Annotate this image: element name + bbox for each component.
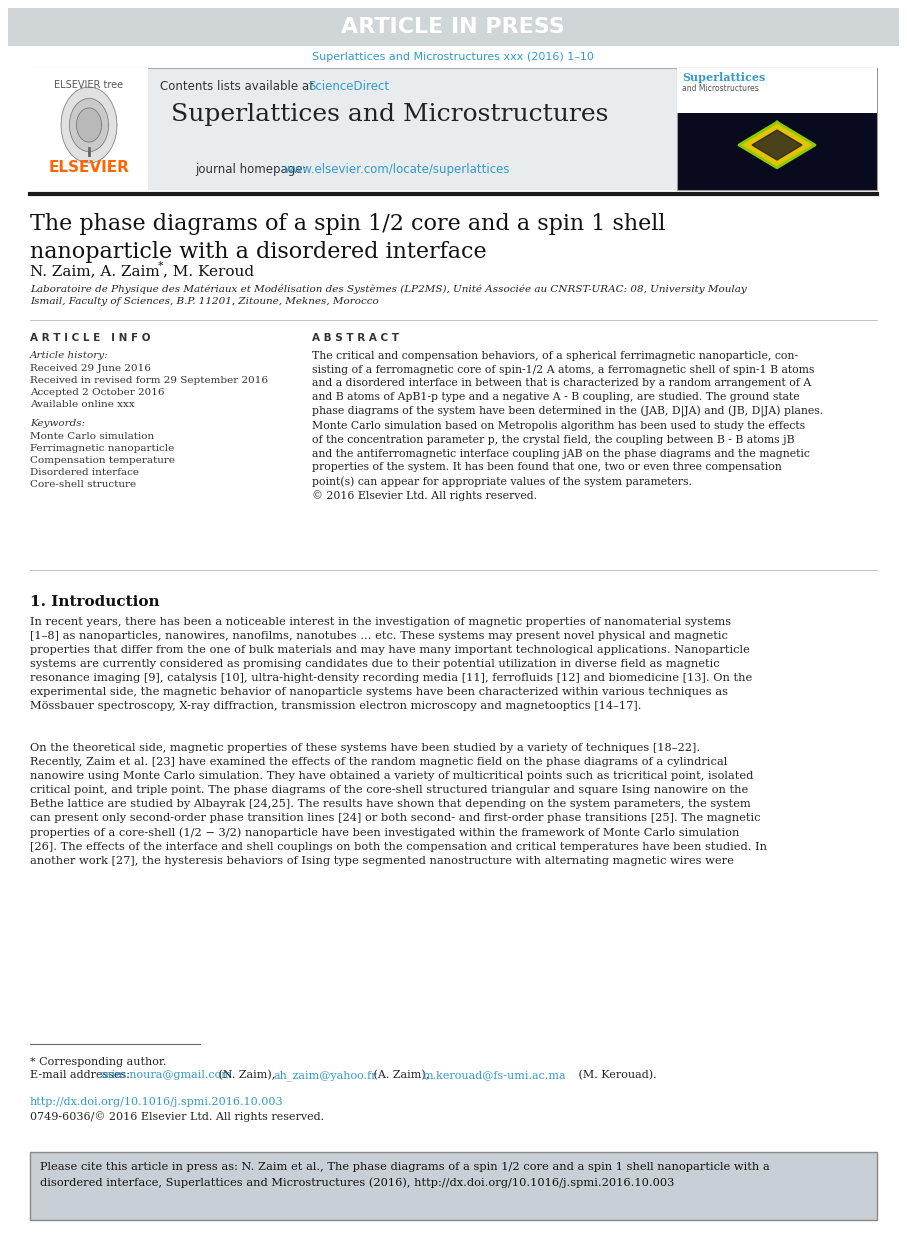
Text: E-mail addresses:: E-mail addresses:: [30, 1070, 133, 1080]
Bar: [677, 68, 877, 189]
Polygon shape: [70, 98, 109, 151]
Text: ELSEVIER tree: ELSEVIER tree: [54, 80, 123, 90]
Text: Available online xxx: Available online xxx: [30, 400, 135, 409]
Text: and Microstructures: and Microstructures: [682, 84, 759, 93]
Text: On the theoretical side, magnetic properties of these systems have been studied : On the theoretical side, magnetic proper…: [30, 743, 767, 865]
Text: Monte Carlo simulation: Monte Carlo simulation: [30, 432, 154, 441]
Text: Superlattices: Superlattices: [682, 72, 766, 83]
Text: journal homepage:: journal homepage:: [195, 163, 310, 176]
Text: Compensation temperature: Compensation temperature: [30, 456, 175, 465]
Text: 0749-6036/© 2016 Elsevier Ltd. All rights reserved.: 0749-6036/© 2016 Elsevier Ltd. All right…: [30, 1110, 324, 1122]
Bar: [30, 68, 677, 189]
Text: N. Zaim, A. Zaim: N. Zaim, A. Zaim: [30, 264, 160, 279]
Bar: [30, 68, 148, 189]
Text: Superlattices and Microstructures xxx (2016) 1–10: Superlattices and Microstructures xxx (2…: [312, 52, 594, 62]
Text: ah_zaim@yahoo.fr: ah_zaim@yahoo.fr: [273, 1070, 376, 1081]
Text: 1. Introduction: 1. Introduction: [30, 595, 160, 609]
Text: Received in revised form 29 September 2016: Received in revised form 29 September 20…: [30, 376, 268, 385]
Text: , M. Keroud: , M. Keroud: [163, 264, 254, 279]
Text: * Corresponding author.: * Corresponding author.: [30, 1057, 167, 1067]
Text: Laboratoire de Physique des Matériaux et Modélisation des Systèmes (LP2MS), Unit: Laboratoire de Physique des Matériaux et…: [30, 284, 746, 306]
Text: A R T I C L E   I N F O: A R T I C L E I N F O: [30, 333, 151, 343]
Text: Accepted 2 October 2016: Accepted 2 October 2016: [30, 387, 164, 397]
Text: Core-shell structure: Core-shell structure: [30, 480, 136, 489]
Polygon shape: [739, 123, 815, 168]
Text: ELSEVIER: ELSEVIER: [49, 160, 130, 175]
Text: http://dx.doi.org/10.1016/j.spmi.2016.10.003: http://dx.doi.org/10.1016/j.spmi.2016.10…: [30, 1097, 284, 1107]
Text: ARTICLE IN PRESS: ARTICLE IN PRESS: [341, 17, 565, 37]
Bar: [677, 68, 877, 113]
Text: (A. Zaim),: (A. Zaim),: [370, 1070, 433, 1081]
Text: (N. Zaim),: (N. Zaim),: [215, 1070, 278, 1081]
Text: The phase diagrams of a spin 1/2 core and a spin 1 shell
nanoparticle with a dis: The phase diagrams of a spin 1/2 core an…: [30, 213, 666, 262]
Bar: [30, 1153, 877, 1219]
Polygon shape: [61, 87, 117, 163]
Text: Received 29 June 2016: Received 29 June 2016: [30, 364, 151, 373]
Polygon shape: [76, 108, 102, 142]
Text: zaim.noura@gmail.com: zaim.noura@gmail.com: [100, 1070, 233, 1080]
Text: ScienceDirect: ScienceDirect: [308, 80, 389, 93]
Text: A B S T R A C T: A B S T R A C T: [312, 333, 399, 343]
Text: Article history:: Article history:: [30, 352, 109, 360]
Text: Ferrimagnetic nanoparticle: Ferrimagnetic nanoparticle: [30, 444, 174, 453]
Text: www.elsevier.com/locate/superlattices: www.elsevier.com/locate/superlattices: [283, 163, 510, 176]
Polygon shape: [752, 130, 802, 160]
Text: In recent years, there has been a noticeable interest in the investigation of ma: In recent years, there has been a notice…: [30, 617, 752, 711]
Text: Superlattices and Microstructures: Superlattices and Microstructures: [171, 103, 609, 126]
Text: Contents lists available at: Contents lists available at: [160, 80, 317, 93]
Text: *: *: [158, 261, 163, 271]
Text: Disordered interface: Disordered interface: [30, 468, 139, 477]
Text: (M. Kerouad).: (M. Kerouad).: [575, 1070, 657, 1081]
Bar: [8, 7, 899, 46]
Text: Keywords:: Keywords:: [30, 418, 85, 428]
Text: Please cite this article in press as: N. Zaim et al., The phase diagrams of a sp: Please cite this article in press as: N.…: [40, 1162, 770, 1187]
Text: m.kerouad@fs-umi.ac.ma: m.kerouad@fs-umi.ac.ma: [423, 1070, 567, 1080]
Text: The critical and compensation behaviors, of a spherical ferrimagnetic nanopartic: The critical and compensation behaviors,…: [312, 352, 824, 501]
